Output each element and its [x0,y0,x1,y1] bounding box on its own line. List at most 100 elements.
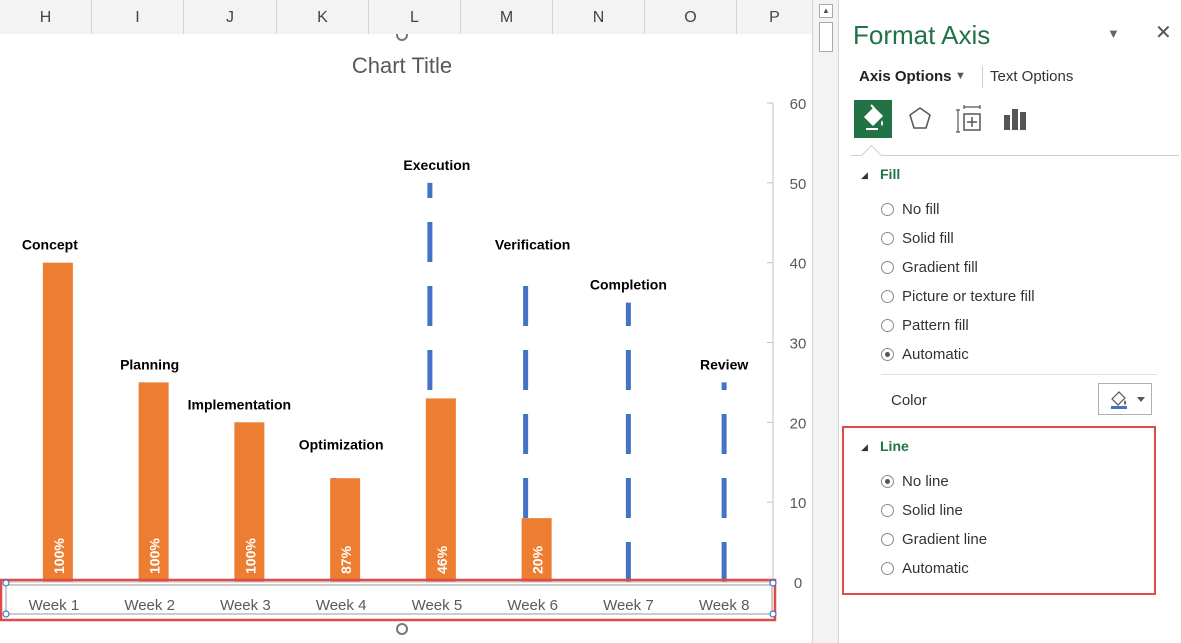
x-tick-label: Week 6 [507,597,558,614]
selection-handle [2,579,10,587]
color-label: Color [891,392,927,409]
progress-bar [521,518,552,582]
progress-bar [234,422,265,582]
selection-handle [769,579,777,587]
task-label: Review [700,356,748,372]
progress-bar [138,382,169,582]
axis-selection-highlight [0,578,777,622]
selection-notch [860,144,883,167]
radio-button[interactable] [881,290,894,303]
pane-divider [851,155,1179,156]
radio-label: Solid fill [902,230,954,247]
bar-data-label: 20% [530,545,546,574]
pane-close-icon[interactable]: ✕ [1155,22,1172,44]
tab-axis-options[interactable]: Axis Options [859,68,952,85]
effects-icon[interactable] [901,100,939,138]
radio-button[interactable] [881,504,894,517]
task-label: Verification [495,237,570,253]
radio-button[interactable] [881,232,894,245]
pane-title: Format Axis [853,20,991,50]
radio-label: Gradient fill [902,259,978,276]
radio-button[interactable] [881,562,894,575]
task-label: Completion [590,277,667,293]
fill-color-picker-button[interactable] [1098,383,1152,415]
tab-text-options[interactable]: Text Options [990,68,1074,85]
column-header-bar: H I J K L M N O P [0,0,812,35]
task-label: Implementation [188,396,291,412]
chart-resize-handle[interactable] [396,34,408,41]
category-axis-box [5,584,773,615]
radio-label: Automatic [902,560,969,577]
divider [881,374,1157,375]
x-tick-label: Week 3 [220,597,271,614]
selection-handle [2,610,10,618]
x-tick-label: Week 5 [412,597,463,614]
size-properties-icon[interactable] [950,100,988,138]
progress-bar [330,478,361,582]
chevron-down-icon[interactable]: ▼ [955,70,966,82]
y-tick-label: 60 [790,96,807,113]
chart-title[interactable]: Chart Title [352,53,452,78]
x-tick-label: Week 1 [29,597,80,614]
chart-resize-handle[interactable] [396,623,408,635]
bar-data-label: 100% [242,538,258,574]
chart-area[interactable] [0,34,812,643]
plot-area: 0 10 20 30 40 50 60 100% 100% 100% 87% 46% 20% Concep… [0,96,807,622]
column-header-j[interactable]: J [184,0,277,34]
bar-data-label: 87% [338,545,354,574]
line-section-heading[interactable]: Line [880,438,909,454]
bar-data-label: 100% [147,538,163,574]
y-tick-label: 30 [790,336,807,353]
fill-section-heading[interactable]: Fill [880,166,901,182]
column-header-o[interactable]: O [645,0,737,34]
paint-bucket-icon [1111,391,1127,409]
task-label: Execution [403,157,470,173]
x-tick-label: Week 8 [699,597,750,614]
scroll-up-arrow-icon[interactable]: ▲ [819,4,833,18]
radio-button[interactable] [881,203,894,216]
radio-label: Solid line [902,502,963,519]
radio-label: No fill [902,201,940,218]
radio-button[interactable] [881,261,894,274]
fill-line-icon[interactable] [854,100,892,138]
y-tick-label: 0 [794,575,802,592]
column-header-n[interactable]: N [553,0,645,34]
line-section-highlight [842,426,1156,595]
column-header-p[interactable]: P [769,9,780,26]
bar-data-label: 46% [434,545,450,574]
axis-options-icon[interactable] [997,100,1035,138]
radio-button-selected[interactable] [881,348,894,361]
radio-button-selected[interactable] [881,475,894,488]
column-header-h[interactable]: H [0,0,92,34]
radio-label: Gradient line [902,531,988,548]
task-label: Concept [22,237,78,253]
column-header-m[interactable]: M [461,0,553,34]
scroll-thumb[interactable] [819,22,833,52]
collapse-triangle-icon[interactable]: ◢ [861,442,868,452]
x-tick-label: Week 2 [124,597,175,614]
progress-bar [42,262,73,582]
x-tick-label: Week 7 [603,597,654,614]
progress-bar [425,398,456,582]
radio-button[interactable] [881,319,894,332]
radio-button[interactable] [881,533,894,546]
x-tick-label: Week 4 [316,597,367,614]
column-header-i[interactable]: I [92,0,184,34]
radio-label: Automatic [902,346,969,363]
column-header-k[interactable]: K [277,0,369,34]
column-header-l[interactable]: L [369,0,461,34]
bar-data-label: 100% [51,538,67,574]
y-tick-label: 20 [790,415,807,432]
vertical-scrollbar[interactable]: ▲ [812,0,839,643]
format-axis-pane: Format Axis ▼ ✕ Axis Options ▼ Text Opti… [839,0,1181,643]
task-label: Planning [120,356,179,372]
selection-handle [769,610,777,618]
radio-label: Pattern fill [902,317,969,334]
y-tick-label: 40 [790,256,807,273]
gantt-chart[interactable]: Chart Title 0 10 20 30 40 50 60 100% 100% 100% 87%… [0,34,812,643]
chevron-down-icon [1137,397,1145,402]
radio-label: No line [902,473,949,490]
pane-options-chevron-icon[interactable]: ▼ [1107,26,1120,41]
collapse-triangle-icon[interactable]: ◢ [861,170,868,180]
radio-label: Picture or texture fill [902,288,1035,305]
